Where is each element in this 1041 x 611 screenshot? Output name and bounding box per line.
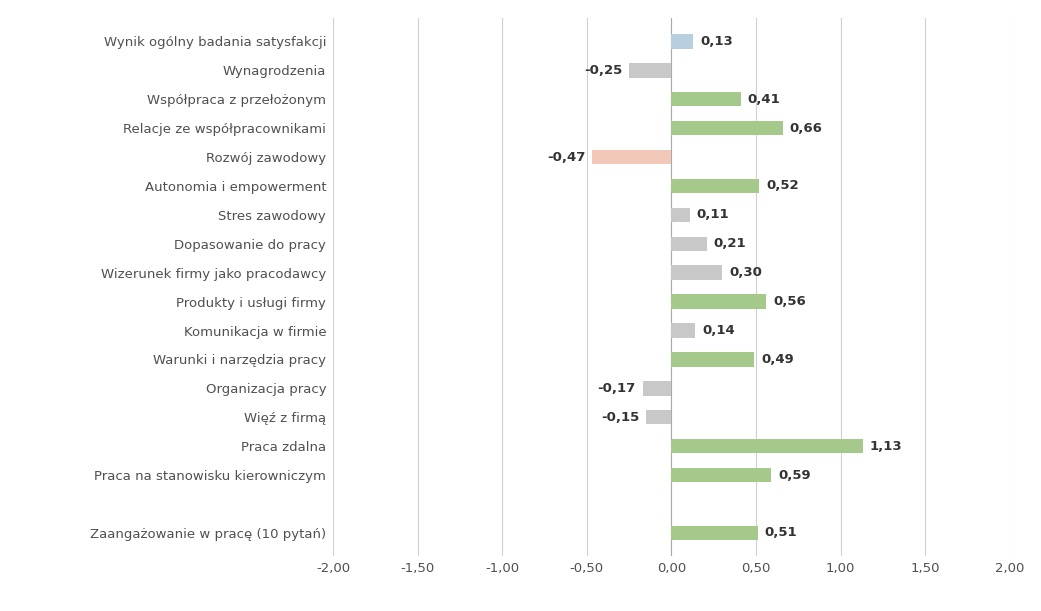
- Text: -0,47: -0,47: [547, 150, 585, 164]
- Text: 0,41: 0,41: [747, 93, 781, 106]
- Text: -0,15: -0,15: [601, 411, 639, 424]
- Bar: [671, 439, 863, 453]
- Text: 0,21: 0,21: [714, 237, 746, 251]
- Bar: [671, 92, 741, 106]
- Text: 0,11: 0,11: [696, 208, 730, 221]
- Text: 0,14: 0,14: [702, 324, 735, 337]
- Bar: [671, 34, 693, 49]
- Text: 0,51: 0,51: [764, 527, 797, 540]
- Text: -0,25: -0,25: [584, 64, 623, 77]
- Bar: [671, 121, 783, 136]
- Text: 0,52: 0,52: [766, 180, 798, 192]
- Text: -0,17: -0,17: [598, 382, 636, 395]
- Bar: [671, 208, 690, 222]
- Bar: [642, 381, 671, 395]
- Bar: [671, 236, 707, 251]
- Bar: [671, 179, 759, 193]
- Text: 0,13: 0,13: [701, 35, 733, 48]
- Text: 0,56: 0,56: [772, 295, 806, 308]
- Text: 0,59: 0,59: [778, 469, 811, 481]
- Bar: [671, 323, 695, 338]
- Bar: [671, 352, 755, 367]
- Text: 0,66: 0,66: [790, 122, 822, 134]
- Bar: [646, 410, 671, 425]
- Bar: [629, 63, 671, 78]
- Bar: [671, 468, 771, 482]
- Bar: [592, 150, 671, 164]
- Text: 0,30: 0,30: [729, 266, 762, 279]
- Bar: [671, 266, 722, 280]
- Bar: [671, 525, 758, 540]
- Bar: [671, 295, 766, 309]
- Text: 0,49: 0,49: [761, 353, 794, 366]
- Text: 1,13: 1,13: [869, 440, 902, 453]
